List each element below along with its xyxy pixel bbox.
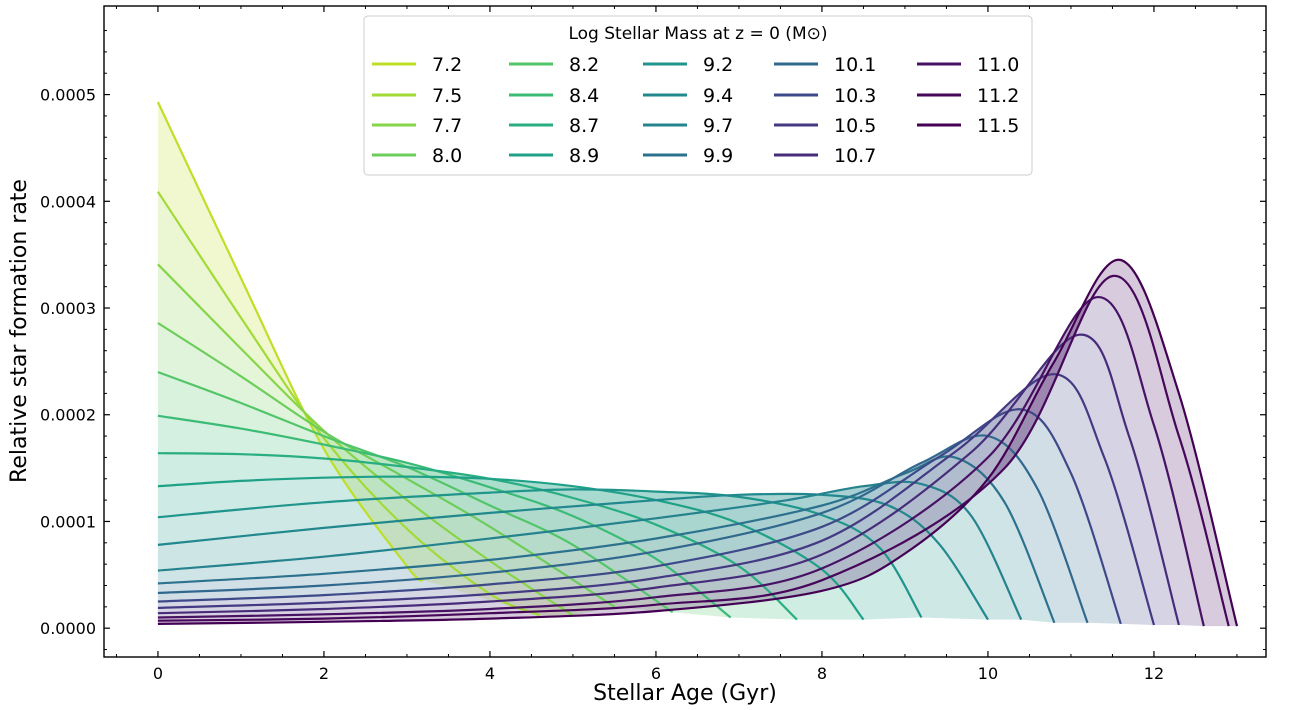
series-band (157, 481, 1022, 620)
legend: Log Stellar Mass at z = 0 (M⊙) 7.2 7.5 7.7… (363, 15, 1033, 176)
series-line-10.3 (157, 408, 1122, 625)
legend-label: 9.9 (703, 145, 733, 167)
series-lines (156, 101, 1239, 627)
legend-label: 11.5 (977, 115, 1019, 137)
series-band (157, 409, 1121, 624)
x-tick-label: 2 (319, 664, 329, 683)
legend-label: 10.5 (834, 115, 876, 137)
series-line-11.2 (157, 274, 1230, 627)
legend-label: 11.0 (977, 54, 1019, 76)
series-line-9.7 (157, 480, 1023, 621)
legend-title: Log Stellar Mass at z = 0 (M⊙) (568, 24, 827, 44)
series-line-11.0 (157, 296, 1205, 627)
legend-label: 8.9 (569, 145, 599, 167)
y-tick-label: 0.0003 (40, 299, 96, 318)
legend-label: 10.3 (834, 85, 876, 107)
legend-label: 10.1 (834, 54, 876, 76)
series-line-10.5 (157, 373, 1156, 626)
legend-label: 8.2 (569, 54, 599, 76)
legend-label: 7.2 (432, 54, 462, 76)
legend-label: 10.7 (834, 145, 876, 167)
series-line-10.7 (157, 333, 1180, 626)
legend-label: 9.2 (703, 54, 733, 76)
series-line-9.2 (157, 488, 923, 619)
legend-label: 7.7 (432, 115, 462, 137)
x-axis-label: Stellar Age (Gyr) (593, 681, 777, 706)
series-band (157, 372, 731, 618)
series-band (157, 323, 673, 613)
x-tick-label: 12 (1144, 664, 1164, 683)
fill-bands (157, 102, 1237, 627)
series-band (157, 453, 864, 620)
series-band (157, 275, 1229, 627)
series-line-9.4 (157, 492, 989, 621)
y-tick-label: 0.0005 (40, 86, 96, 105)
y-tick-label: 0.0002 (40, 406, 96, 425)
series-band (157, 456, 1055, 623)
legend-label: 9.7 (703, 115, 733, 137)
legend-label: 11.2 (977, 85, 1019, 107)
series-band (157, 476, 922, 620)
x-tick-label: 6 (651, 664, 661, 683)
series-band (157, 374, 1154, 625)
series-band (157, 259, 1237, 627)
series-line-11.5 (157, 258, 1239, 627)
y-axis-ticks: 0.0000 0.0001 0.0002 0.0003 0.0004 0.0005 (40, 30, 1266, 651)
series-band (157, 334, 1179, 625)
legend-label: 9.4 (703, 85, 733, 107)
series-line-10.1 (157, 434, 1089, 624)
plot-frame (103, 5, 1267, 658)
y-tick-label: 0.0004 (40, 192, 96, 211)
x-tick-label: 4 (485, 664, 495, 683)
series-band (157, 297, 1204, 627)
legend-label: 8.4 (569, 85, 599, 107)
series-line-7.7 (157, 263, 574, 617)
series-band (157, 489, 988, 620)
x-tick-label: 0 (153, 664, 163, 683)
x-tick-label: 10 (978, 664, 998, 683)
y-tick-label: 0.0000 (40, 619, 96, 638)
legend-label: 8.0 (432, 145, 462, 167)
legend-items: 7.2 7.5 7.7 8.0 8.2 8.4 8.7 8.9 9.2 9.4 9.7 9.9 10.1… (372, 54, 1019, 167)
series-band (157, 264, 615, 616)
legend-label: 7.5 (432, 85, 462, 107)
legend-box (363, 15, 1033, 176)
y-axis-label: Relative star formation rate (7, 179, 32, 483)
legend-label: 8.7 (569, 115, 599, 137)
x-axis-ticks: 0 2 4 6 8 10 12 (115, 6, 1238, 683)
series-band (157, 435, 1088, 623)
x-tick-label: 8 (817, 664, 827, 683)
y-tick-label: 0.0001 (40, 512, 96, 531)
